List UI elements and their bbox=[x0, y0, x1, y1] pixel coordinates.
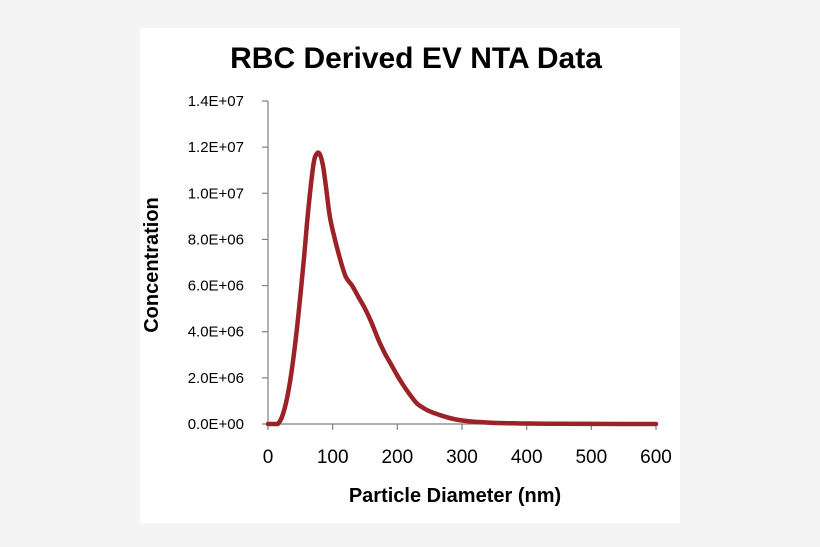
y-tick-label: 2.0E+06 bbox=[188, 370, 244, 387]
y-tick-label: 0.0E+00 bbox=[188, 416, 244, 433]
x-tick-label: 400 bbox=[511, 447, 543, 468]
y-ticks: 0.0E+00 2.0E+06 4.0E+06 6.0E+06 8.0E+06 1.0E+… bbox=[188, 93, 268, 433]
y-tick-label: 4.0E+06 bbox=[188, 324, 244, 341]
y-tick-label: 6.0E+06 bbox=[188, 278, 244, 295]
series-line-concentration bbox=[265, 150, 659, 427]
y-tick-label: 1.4E+07 bbox=[188, 93, 244, 110]
axes bbox=[267, 101, 656, 425]
x-tick-label: 500 bbox=[575, 447, 607, 468]
x-tick-label: 200 bbox=[381, 447, 413, 468]
x-tick-label: 100 bbox=[317, 447, 349, 468]
x-ticks: 0 100 200 300 400 500 600 bbox=[263, 424, 672, 468]
x-tick-label: 600 bbox=[640, 447, 672, 468]
x-tick-label: 0 bbox=[263, 447, 274, 468]
y-tick-label: 1.2E+07 bbox=[188, 139, 244, 156]
y-axis-label: Concentration bbox=[141, 197, 163, 333]
x-axis-label: Particle Diameter (nm) bbox=[349, 485, 561, 507]
y-tick-label: 8.0E+06 bbox=[188, 231, 244, 248]
chart-title: RBC Derived EV NTA Data bbox=[230, 42, 602, 75]
chart-panel bbox=[140, 28, 680, 523]
y-tick-label: 1.0E+07 bbox=[188, 185, 244, 202]
x-tick-label: 300 bbox=[446, 447, 478, 468]
